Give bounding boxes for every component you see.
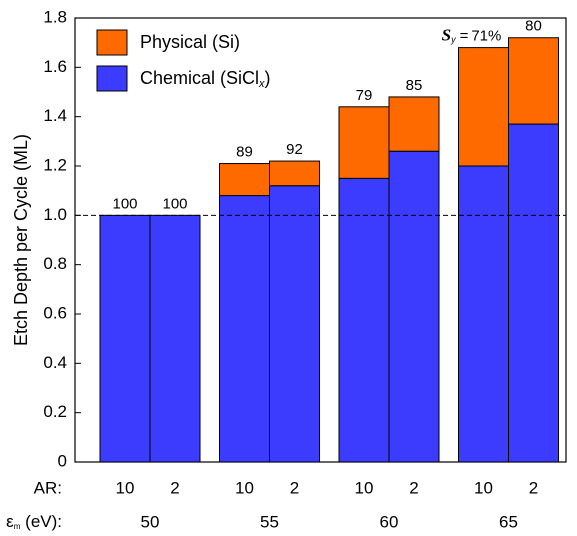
x-tick-label: 10 (116, 478, 135, 497)
bar-segment (149, 214, 201, 463)
y-tick-label: 0 (58, 451, 67, 470)
bar-segment (338, 106, 390, 179)
x-tick-label: 2 (290, 478, 299, 497)
group-row-subscript: m (14, 522, 21, 531)
y-tick-label: 0.4 (43, 353, 67, 372)
y-tick-label: 0.2 (43, 402, 67, 421)
y-tick-label: 1.6 (43, 57, 67, 76)
bar-segment (219, 163, 270, 197)
bar-label: 89 (236, 144, 253, 161)
x-tick-label: 2 (170, 478, 179, 497)
group-row-suffix: (eV): (20, 512, 62, 531)
y-tick-label: 1.0 (43, 205, 67, 224)
y-tick-label: 1.4 (43, 106, 67, 125)
x-tick-label: 10 (474, 478, 493, 497)
y-axis-title: Etch Depth per Cycle (ML) (11, 134, 31, 346)
group-row-label: εm (eV): (6, 512, 62, 531)
bar-segment (338, 177, 390, 463)
legend-label: Physical (Si) (140, 32, 240, 52)
bar-segment (458, 47, 509, 167)
bar-segment (508, 123, 559, 463)
selectivity-subscript: y (450, 35, 456, 45)
group-label: 55 (260, 512, 279, 531)
bar-label: 80 (525, 18, 542, 35)
bar-segment (269, 185, 320, 463)
group-row-symbol: ε (6, 512, 14, 531)
legend-name: Physical (Si) (140, 32, 240, 52)
bar-label: 79 (356, 87, 373, 104)
x-tick-label: 2 (409, 478, 418, 497)
group-label: 50 (141, 512, 160, 531)
y-tick-label: 1.2 (43, 155, 67, 174)
y-tick-label: 0.8 (43, 254, 67, 273)
bar-label: 100 (162, 195, 187, 212)
bar-segment (388, 150, 440, 463)
selectivity-symbol: S (442, 26, 451, 45)
legend-name: Chemical (SiCl (140, 68, 259, 88)
legend-label: Chemical (SiClx) (140, 68, 271, 90)
bar-label: 100 (112, 195, 137, 212)
x-tick-label: 10 (355, 478, 374, 497)
row-label: AR: (34, 478, 62, 497)
bar-label-value: 71% (471, 28, 501, 45)
legend-swatch (96, 29, 128, 56)
selectivity-equals: = (460, 28, 469, 45)
legend-suffix: ) (265, 68, 271, 88)
bar-label: 92 (286, 141, 303, 158)
x-tick-label: 2 (529, 478, 538, 497)
bar-segment (219, 195, 270, 463)
plot-frame (74, 17, 567, 463)
bar-segment (508, 37, 559, 125)
group-label: 60 (380, 512, 399, 531)
group-label: 65 (499, 512, 518, 531)
bar-segment (458, 165, 509, 463)
bar-label: Sy = 71% (442, 26, 502, 45)
y-tick-label: 1.8 (43, 7, 67, 26)
y-tick-label: 0.6 (43, 303, 67, 322)
bar-label: 85 (406, 77, 423, 94)
legend-subscript: x (258, 78, 265, 90)
x-tick-label: 10 (235, 478, 254, 497)
bar-segment (388, 96, 440, 152)
bar-segment (269, 160, 320, 187)
legend-swatch (96, 65, 128, 92)
bar-segment (99, 214, 151, 463)
